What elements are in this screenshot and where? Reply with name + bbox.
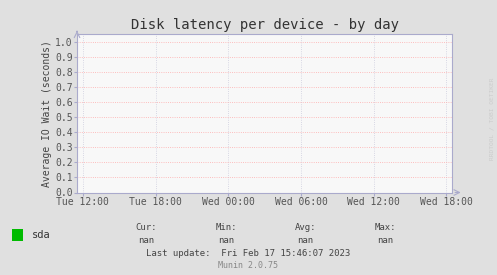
Text: nan: nan xyxy=(139,236,155,245)
Text: Munin 2.0.75: Munin 2.0.75 xyxy=(219,261,278,270)
Text: Max:: Max: xyxy=(374,223,396,232)
Text: nan: nan xyxy=(298,236,314,245)
Text: sda: sda xyxy=(32,230,51,240)
Text: Last update:  Fri Feb 17 15:46:07 2023: Last update: Fri Feb 17 15:46:07 2023 xyxy=(147,249,350,258)
Text: Cur:: Cur: xyxy=(136,223,158,232)
Text: Avg:: Avg: xyxy=(295,223,317,232)
Text: Min:: Min: xyxy=(215,223,237,232)
Text: RRDTOOL / TOBI OETIKER: RRDTOOL / TOBI OETIKER xyxy=(490,77,495,160)
Y-axis label: Average IO Wait (seconds): Average IO Wait (seconds) xyxy=(42,40,53,187)
Text: nan: nan xyxy=(377,236,393,245)
Text: nan: nan xyxy=(218,236,234,245)
Title: Disk latency per device - by day: Disk latency per device - by day xyxy=(131,18,399,32)
